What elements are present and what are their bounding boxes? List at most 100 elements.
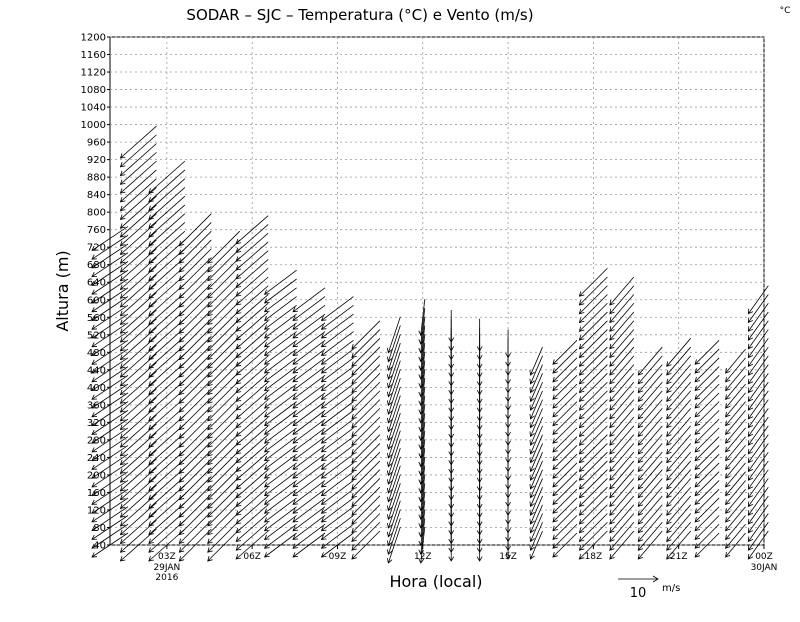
- wind-vector: [351, 329, 381, 359]
- wind-vector: [235, 346, 269, 376]
- wind-vector: [694, 497, 720, 523]
- wind-vector: [747, 416, 769, 446]
- wind-vector: [178, 502, 212, 536]
- wind-vector: [178, 248, 212, 282]
- x-date-label: 2016: [155, 573, 178, 583]
- wind-vector: [747, 390, 769, 420]
- wind-vector: [578, 276, 608, 306]
- wind-vector: [235, 530, 269, 560]
- wind-vector: [235, 285, 269, 315]
- wind-vector: [91, 287, 129, 313]
- wind-vector: [637, 451, 663, 481]
- wind-vector: [148, 353, 186, 387]
- wind-vector: [263, 532, 297, 558]
- wind-vector: [207, 441, 241, 474]
- wind-vector: [119, 309, 157, 343]
- wind-vector: [148, 502, 186, 536]
- wind-vector: [418, 526, 426, 564]
- wind-vector: [119, 169, 157, 203]
- wind-vector: [747, 355, 769, 385]
- wind-vector: [418, 395, 426, 433]
- wind-vector: [91, 226, 129, 251]
- wind-vector: [178, 371, 212, 404]
- wind-vector: [694, 410, 720, 435]
- wind-vector: [178, 397, 212, 431]
- wind-vector: [386, 526, 401, 564]
- wind-vector: [747, 451, 769, 481]
- wind-vector: [386, 386, 401, 424]
- wind-vector: [320, 462, 354, 488]
- wind-vector: [320, 480, 354, 505]
- wind-vector: [666, 504, 691, 534]
- wind-vector: [351, 338, 381, 367]
- wind-vector: [235, 294, 269, 324]
- wind-vector: [386, 448, 401, 485]
- wind-vector: [207, 327, 241, 361]
- wind-vector: [148, 388, 186, 422]
- wind-vector: [91, 436, 129, 462]
- wind-vector: [666, 408, 691, 437]
- wind-vector: [91, 252, 129, 278]
- wind-vector: [578, 416, 608, 446]
- wind-vector: [637, 399, 663, 429]
- wind-vector: [119, 160, 157, 194]
- wind-vector: [235, 469, 269, 499]
- wind-vector: [119, 327, 157, 361]
- wind-vector: [148, 248, 186, 282]
- wind-vector: [91, 357, 129, 383]
- wind-vector: [148, 318, 186, 352]
- wind-vector: [207, 467, 241, 501]
- wind-vector: [119, 379, 157, 413]
- wind-vector: [609, 329, 635, 359]
- wind-vector: [235, 521, 269, 551]
- wind-vector: [235, 241, 269, 271]
- wind-vector: [552, 445, 578, 470]
- wind-vector: [529, 487, 543, 516]
- wind-vector: [578, 381, 608, 411]
- wind-vector: [292, 366, 326, 392]
- wind-vector: [609, 504, 635, 534]
- wind-vector: [552, 506, 578, 532]
- wind-vector: [178, 493, 212, 527]
- wind-vector: [119, 519, 157, 553]
- wind-vector: [747, 364, 769, 394]
- wind-vector: [609, 294, 635, 324]
- wind-vector: [529, 364, 543, 394]
- wind-vector: [747, 381, 769, 411]
- wind-vector: [178, 511, 212, 545]
- x-tick-label: 03Z: [158, 552, 176, 562]
- wind-vector: [148, 336, 186, 369]
- wind-vector: [529, 390, 543, 420]
- wind-vector: [178, 432, 212, 466]
- wind-vector: [263, 401, 297, 427]
- y-tick-label: 520: [87, 330, 106, 341]
- wind-vector: [666, 521, 691, 551]
- wind-vector: [91, 506, 129, 532]
- wind-vector: [292, 322, 326, 348]
- wind-vector: [609, 320, 635, 350]
- wind-vector: [320, 497, 354, 523]
- wind-vector: [235, 250, 269, 280]
- wind-vector: [725, 532, 746, 558]
- wind-vector: [263, 304, 297, 330]
- wind-vector: [119, 152, 157, 185]
- wind-vector: [148, 414, 186, 448]
- wind-vector: [725, 375, 746, 400]
- wind-vector: [263, 278, 297, 304]
- wind-vector: [91, 418, 129, 444]
- wind-vector: [235, 495, 269, 525]
- wind-vector: [386, 351, 401, 389]
- wind-vector: [91, 348, 129, 374]
- wind-vector: [148, 239, 186, 273]
- wind-vector: [235, 478, 269, 507]
- wind-vector: [119, 502, 157, 536]
- wind-vector: [207, 519, 241, 553]
- wind-vector: [91, 375, 129, 400]
- wind-vector: [148, 362, 186, 396]
- wind-vector: [694, 436, 720, 462]
- y-tick-label: 960: [87, 138, 106, 149]
- wind-vector: [320, 392, 354, 418]
- wind-vector: [666, 416, 691, 446]
- wind-vector: [235, 390, 269, 420]
- wind-vector: [747, 311, 769, 341]
